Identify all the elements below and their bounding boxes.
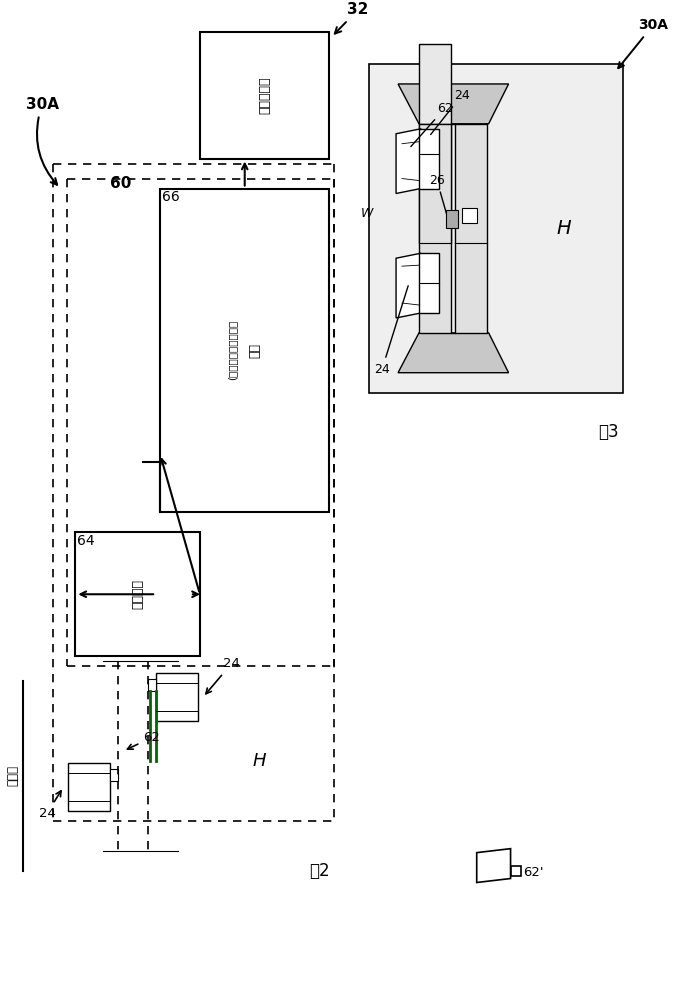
Text: 64: 64 — [78, 534, 95, 548]
Bar — [160, 189, 329, 512]
Polygon shape — [398, 84, 508, 124]
Text: 数据捕获: 数据捕获 — [131, 579, 144, 609]
Bar — [419, 124, 451, 333]
Bar — [369, 64, 623, 393]
Text: 32: 32 — [335, 2, 369, 34]
Bar — [200, 32, 329, 159]
Text: H: H — [556, 219, 570, 238]
Text: 24: 24 — [431, 89, 470, 135]
Bar — [148, 679, 156, 691]
Text: 电梯控制器: 电梯控制器 — [258, 77, 271, 114]
Text: 62': 62' — [524, 866, 544, 879]
Text: 30A: 30A — [618, 18, 668, 68]
Text: 24: 24 — [206, 657, 240, 694]
Text: 60: 60 — [110, 176, 132, 191]
Text: H: H — [253, 752, 267, 770]
Text: 66: 66 — [162, 190, 180, 204]
Text: 电梯门: 电梯门 — [6, 765, 19, 786]
Text: 24: 24 — [374, 286, 408, 376]
Bar — [419, 44, 451, 124]
Bar — [419, 129, 439, 189]
Text: 图2: 图2 — [309, 862, 329, 880]
Text: 26: 26 — [429, 174, 447, 216]
Text: (检测，追踪和计数）: (检测，追踪和计数） — [227, 320, 238, 380]
Text: 24: 24 — [38, 791, 61, 820]
Bar — [110, 769, 118, 781]
Bar — [68, 763, 110, 811]
Text: 处理: 处理 — [248, 343, 261, 358]
Text: 62: 62 — [411, 102, 453, 147]
Text: 30A: 30A — [26, 97, 59, 185]
Polygon shape — [396, 253, 421, 318]
Polygon shape — [398, 333, 508, 373]
Bar — [462, 208, 477, 223]
Bar — [455, 124, 487, 333]
Bar — [76, 532, 200, 656]
Text: 图3: 图3 — [598, 423, 618, 441]
Bar — [156, 673, 198, 721]
Bar — [419, 253, 439, 313]
Text: W: W — [361, 207, 373, 220]
Polygon shape — [396, 129, 421, 193]
Polygon shape — [477, 849, 510, 883]
Bar — [419, 124, 451, 243]
Text: 62: 62 — [128, 731, 160, 749]
Bar — [446, 210, 458, 228]
Bar — [510, 866, 520, 876]
